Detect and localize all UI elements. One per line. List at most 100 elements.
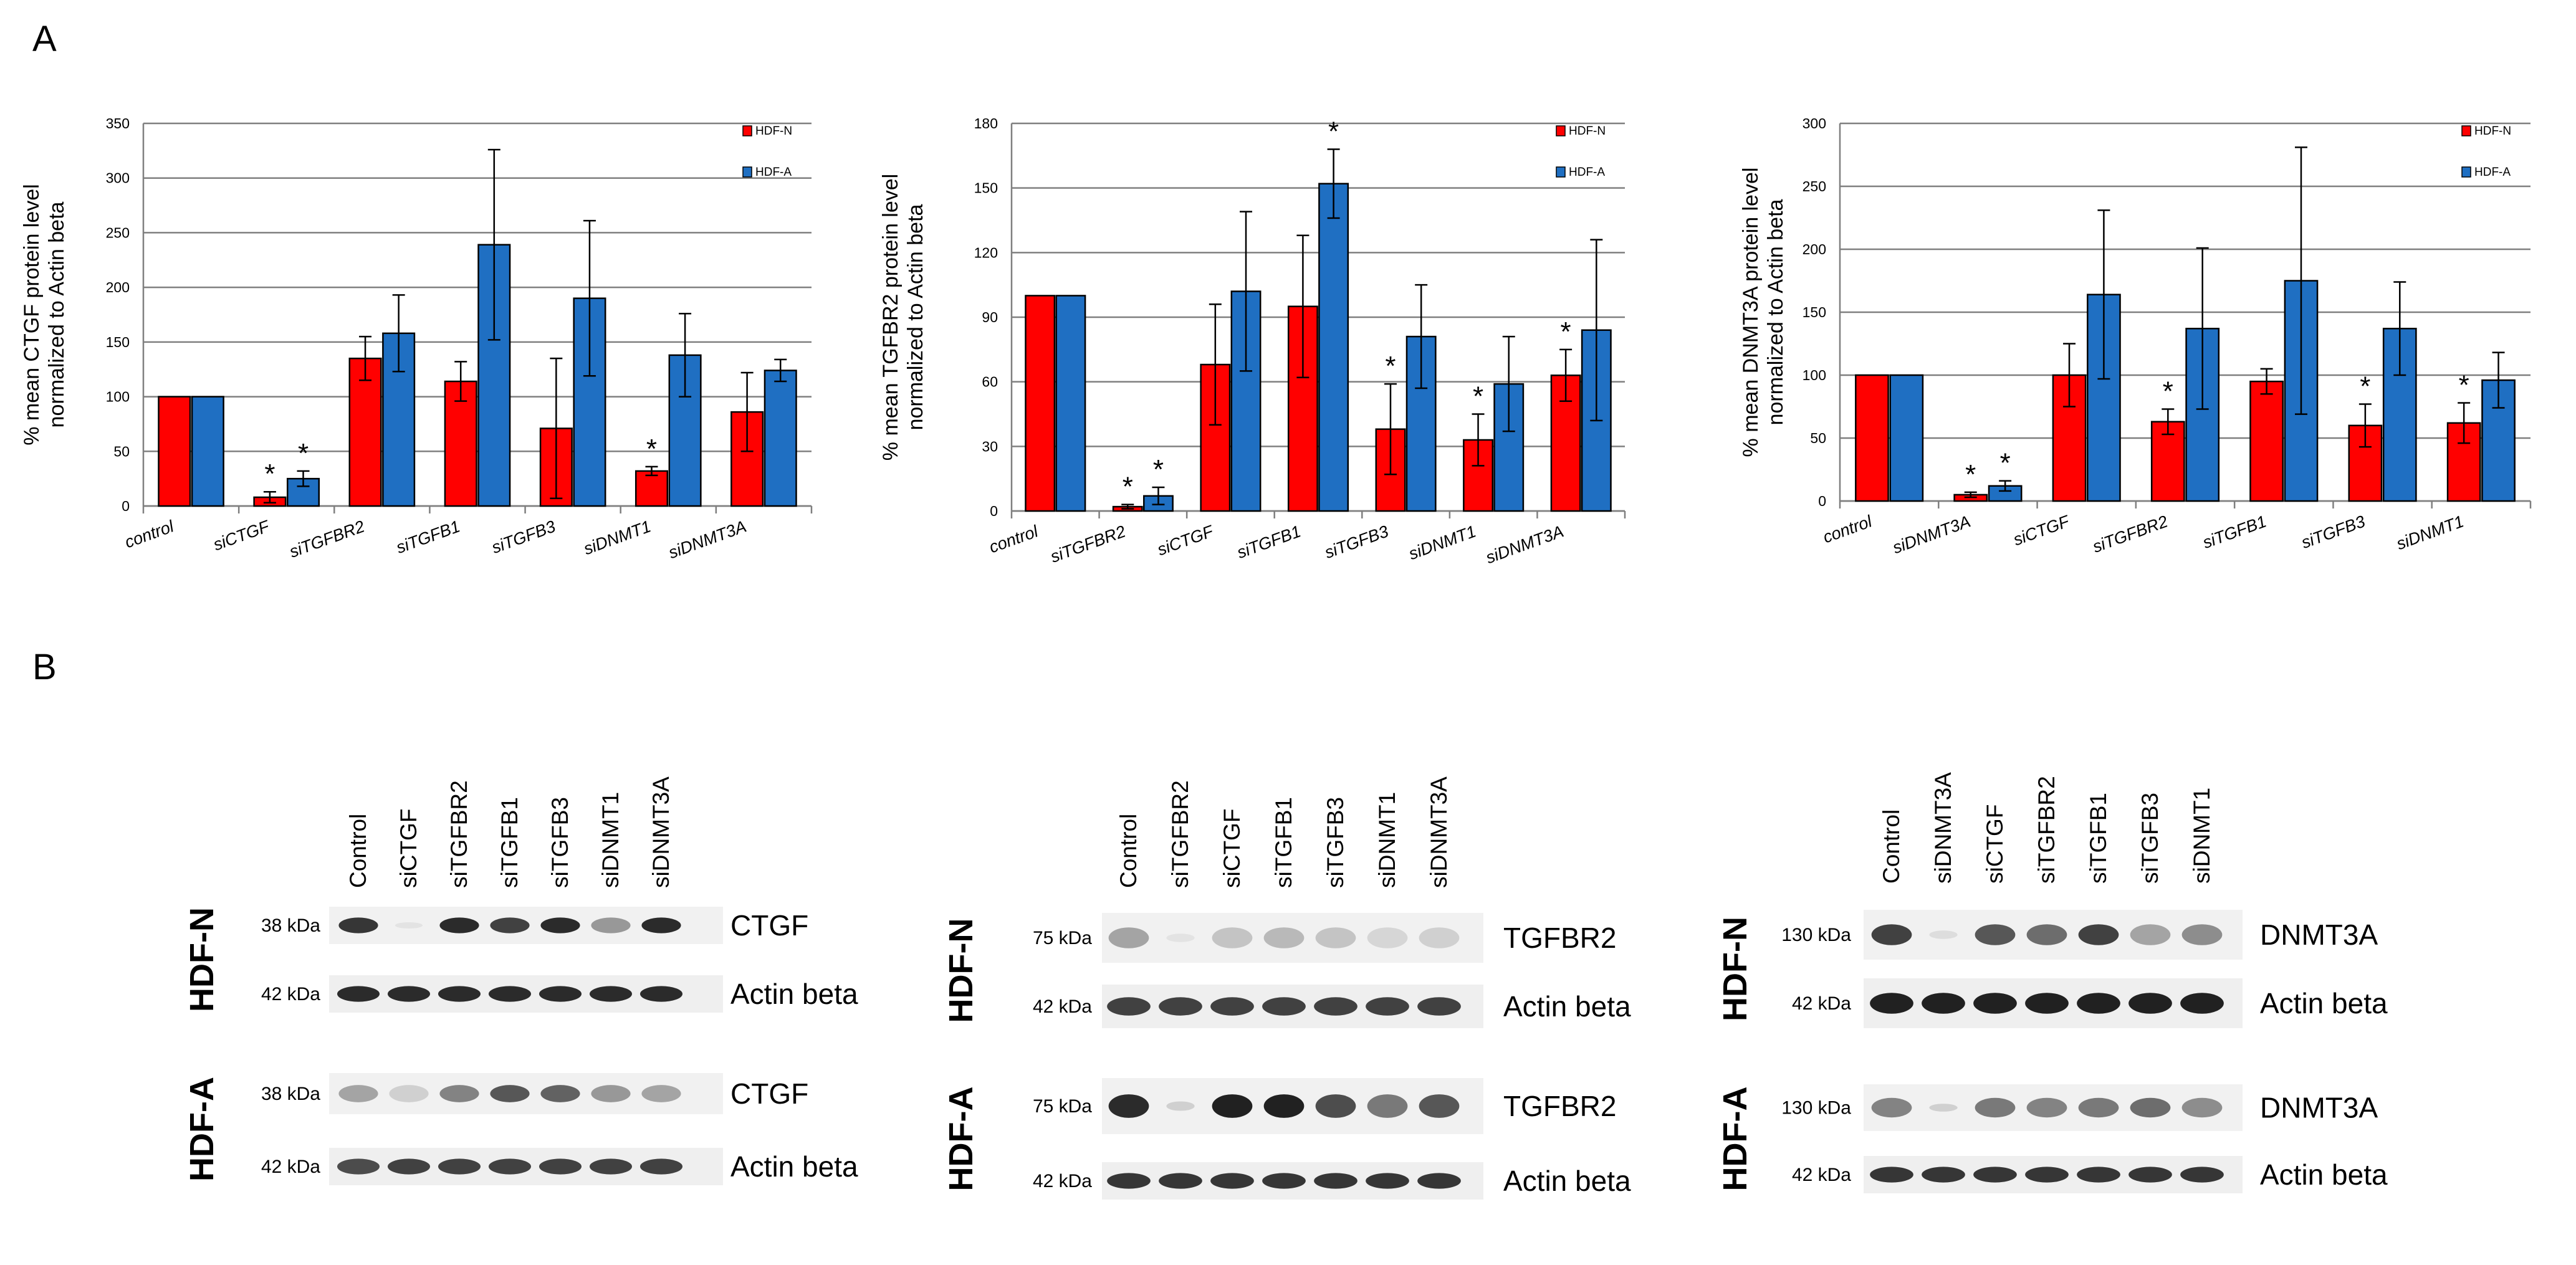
target-band [2026,1097,2067,1118]
cell-type-label: HDF-A [1717,1087,1754,1191]
actin-band [438,986,481,1002]
y-axis-label-line: normalized to Actin beta [45,201,69,427]
target-band [2130,924,2171,945]
actin-band [2077,1167,2120,1183]
actin-band [1262,997,1306,1016]
y-tick-label: 200 [106,279,130,295]
bar-hdf-n [348,357,382,507]
target-band [389,1085,429,1102]
target-band [338,917,378,933]
y-axis-label: % mean DNMT3A protein levelnormalized to… [1739,168,1788,457]
y-tick-label: 0 [990,503,998,519]
y-tick-label: 90 [982,309,998,325]
legend-swatch-hdf-n [1556,125,1566,136]
lane-label: siDNMT3A [1426,776,1452,888]
significance-star: * [298,438,309,469]
kda-marker: 42 kDa [261,984,320,1005]
target-band [1108,1094,1149,1118]
bar-hdf-n [634,470,669,507]
y-tick-label: 120 [974,244,998,260]
target-band [439,1085,479,1102]
actin-band [1922,1167,1965,1183]
bar-hdf-n [1855,374,1889,502]
actin-band [2180,1167,2224,1183]
target-band [1367,1094,1408,1118]
lane-label: siTGFB3 [1323,797,1348,888]
target-band [2078,924,2119,945]
y-tick-label: 100 [106,389,130,405]
target-band [1166,933,1195,942]
target-band [439,917,479,933]
target-band [490,917,530,933]
legend-label: HDF-A [1569,166,1605,179]
target-band [2078,1097,2119,1118]
y-axis-label-line: normalized to Actin beta [1764,199,1788,425]
target-band [2026,924,2067,945]
actin-band [337,986,380,1002]
actin-band [488,1158,532,1175]
y-axis-label-line: normalized to Actin beta [904,204,927,430]
protein-label: Actin beta [1503,1165,1631,1197]
target-band [1108,927,1149,948]
actin-band [1973,1167,2017,1183]
actin-band [2128,1167,2172,1183]
membrane-strip [1102,913,1483,963]
y-tick-label: 300 [106,170,130,186]
legend-label: HDF-N [2474,125,2511,138]
y-axis-label-line: % mean TGFBR2 protein level [879,174,903,461]
significance-star: * [2360,371,2370,401]
kda-marker: 38 kDa [261,915,320,936]
y-axis-label-line: % mean DNMT3A protein level [1739,168,1763,457]
actin-band [387,986,431,1002]
category-label: siDNMT1 [581,517,653,558]
actin-band [2180,993,2224,1014]
target-band [1929,930,1958,939]
protein-label: TGFBR2 [1503,922,1616,954]
category-label: siCTGF [2011,512,2072,550]
category-label: siTGFBR2 [287,517,367,561]
target-band [1367,927,1408,948]
panel-label-a: A [32,19,57,59]
kda-marker: 42 kDa [1033,1171,1092,1191]
y-tick-label: 50 [113,443,130,459]
target-band [540,917,580,933]
bar-hdf-a [764,370,797,507]
lane-label: siTGFB1 [2085,793,2111,884]
significance-star: * [1385,351,1396,381]
protein-label: CTGF [730,909,808,942]
target-band [1975,1097,2016,1118]
blot-2: Control siTGFBR2 siCTGF siTGFB1 siTGFB3 siDNM… [942,776,1631,1200]
target-band [540,1085,580,1102]
target-band [1263,1094,1305,1118]
actin-band [1159,997,1202,1016]
bar-hdf-a [1318,183,1349,512]
legend-swatch-hdf-n [742,125,752,136]
significance-star: * [646,434,657,464]
y-tick-label: 0 [1818,493,1826,509]
category-label: siDNMT1 [1406,522,1478,563]
actin-band [2025,993,2069,1014]
cell-type-label: HDF-A [183,1077,221,1181]
target-band [591,917,631,933]
target-band [1315,927,1356,948]
bar-hdf-n [1287,305,1318,512]
lane-label: siTGFB3 [2137,793,2163,884]
protein-label: Actin beta [730,978,858,1010]
y-tick-label: 50 [1810,430,1826,446]
target-band [1212,927,1253,948]
category-label: siTGFB3 [489,517,558,557]
western-blots-panel-b: Control siCTGF siTGFBR2 siTGFB1 siTGFB3 siDNM… [183,772,2388,1200]
bar-hdf-n [1025,295,1056,512]
lane-label: siCTGF [1219,809,1245,888]
kda-marker: 130 kDa [1781,1098,1851,1119]
actin-band [1922,993,1965,1014]
protein-label: Actin beta [2260,1158,2388,1191]
lane-label: siCTGF [1982,804,2008,884]
y-axis-label: % mean CTGF protein levelnormalized to A… [20,184,69,446]
bar-hdf-n [730,411,764,507]
significance-star: * [1153,454,1164,485]
lane-label: siTGFBR2 [446,780,472,888]
significance-star: * [1123,472,1133,502]
actin-band [589,1158,633,1175]
